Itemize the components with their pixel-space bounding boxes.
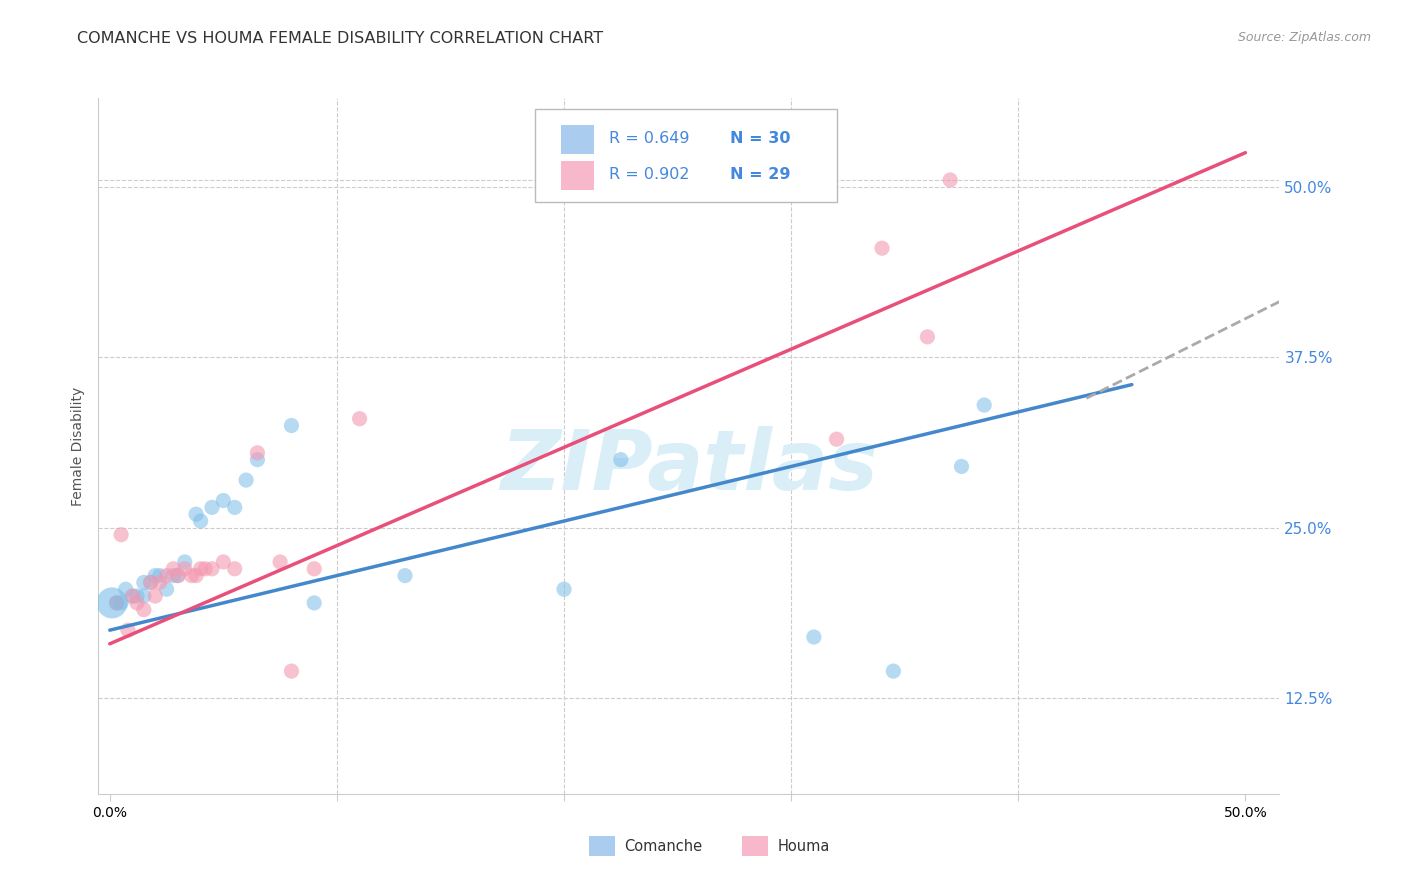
Point <box>121 589 143 603</box>
Point <box>190 562 212 576</box>
Point <box>132 575 155 590</box>
Point <box>184 568 207 582</box>
Point <box>302 596 325 610</box>
Point <box>110 527 132 541</box>
Point <box>155 568 177 582</box>
Text: N = 29: N = 29 <box>730 167 790 182</box>
Point <box>114 582 136 597</box>
Point <box>280 418 302 433</box>
Y-axis label: Female Disability: Female Disability <box>72 386 86 506</box>
Point <box>235 473 257 487</box>
Point <box>224 562 246 576</box>
Point <box>101 596 124 610</box>
Point <box>825 432 848 446</box>
Point <box>132 589 155 603</box>
Point <box>950 459 973 474</box>
Point <box>132 603 155 617</box>
FancyBboxPatch shape <box>561 125 595 153</box>
Point <box>212 493 235 508</box>
Point <box>194 562 217 576</box>
Point <box>167 568 190 582</box>
Point <box>149 568 172 582</box>
Point <box>553 582 575 597</box>
Point <box>184 507 207 521</box>
Point <box>280 664 302 678</box>
Point <box>246 446 269 460</box>
Point <box>610 452 633 467</box>
Point <box>939 173 962 187</box>
Point <box>125 596 148 610</box>
Point <box>105 596 128 610</box>
Point <box>201 500 224 515</box>
Text: ZIPatlas: ZIPatlas <box>501 426 877 508</box>
Point <box>162 568 184 582</box>
Point <box>105 596 128 610</box>
Text: R = 0.902: R = 0.902 <box>609 167 689 182</box>
Text: COMANCHE VS HOUMA FEMALE DISABILITY CORRELATION CHART: COMANCHE VS HOUMA FEMALE DISABILITY CORR… <box>77 31 603 46</box>
Point <box>180 568 202 582</box>
Point <box>246 452 269 467</box>
Point <box>155 582 177 597</box>
Point <box>201 562 224 576</box>
Point <box>190 514 212 528</box>
Point <box>212 555 235 569</box>
Point <box>224 500 246 515</box>
Point <box>917 330 939 344</box>
Point <box>149 575 172 590</box>
Point <box>394 568 416 582</box>
Point <box>349 411 371 425</box>
Point <box>882 664 904 678</box>
Point <box>870 241 893 255</box>
Point <box>173 555 195 569</box>
FancyBboxPatch shape <box>589 836 614 856</box>
Point <box>139 575 162 590</box>
FancyBboxPatch shape <box>742 836 768 856</box>
Point <box>269 555 291 569</box>
Point <box>302 562 325 576</box>
Point <box>139 575 162 590</box>
Text: Comanche: Comanche <box>624 838 702 854</box>
Text: R = 0.649: R = 0.649 <box>609 131 689 146</box>
Point <box>121 589 143 603</box>
Point <box>173 562 195 576</box>
Text: Houma: Houma <box>778 838 830 854</box>
Point <box>162 562 184 576</box>
Point <box>125 589 148 603</box>
Point <box>143 589 166 603</box>
Text: N = 30: N = 30 <box>730 131 790 146</box>
Point <box>143 568 166 582</box>
Point <box>803 630 825 644</box>
Point <box>167 568 190 582</box>
FancyBboxPatch shape <box>536 109 837 202</box>
Text: Source: ZipAtlas.com: Source: ZipAtlas.com <box>1237 31 1371 45</box>
Point <box>117 623 139 637</box>
Point <box>973 398 995 412</box>
Point <box>110 596 132 610</box>
FancyBboxPatch shape <box>561 161 595 190</box>
